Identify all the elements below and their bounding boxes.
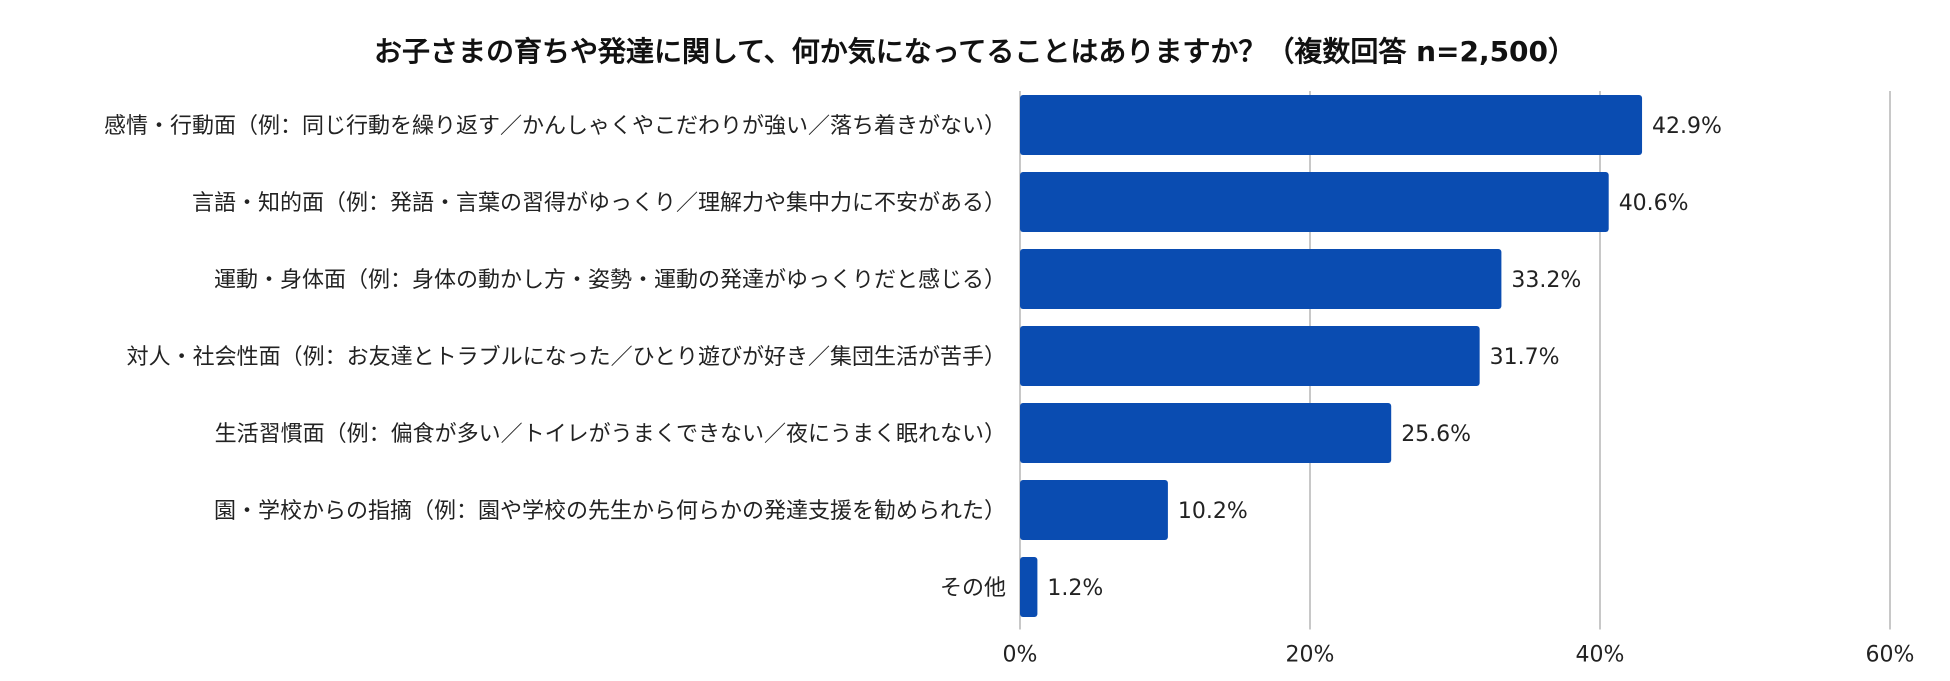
value-label: 25.6% [1401,422,1471,447]
bar [1020,172,1609,232]
value-label: 33.2% [1511,268,1581,293]
value-labels: 42.9% 40.6% 33.2% 31.7% 25.6% 10.2% 1.2% [1047,114,1722,601]
bar [1020,403,1392,463]
chart-title: お子さまの育ちや発達に関して、何か気になってることはありますか？（複数回答 n=… [373,35,1577,68]
bar [1020,326,1480,386]
x-tick-label: 40% [1576,643,1625,668]
category-label: 運動・身体面（例：身体の動かし方・姿勢・運動の発達がゆっくりだと感じる） [214,268,1006,293]
category-label: その他 [940,576,1006,601]
category-label: 言語・知的面（例：発語・言葉の習得がゆっくり／理解力や集中力に不安がある） [192,191,1006,216]
bar [1020,95,1643,155]
x-tick-label: 60% [1866,643,1915,668]
value-label: 1.2% [1047,576,1103,601]
category-label: 生活習慣面（例：偏食が多い／トイレがうまくできない／夜にうまく眠れない） [215,422,1006,447]
value-label: 10.2% [1178,499,1248,524]
category-label: 感情・行動面（例：同じ行動を繰り返す／かんしゃくやこだわりが強い／落ち着きがない… [104,114,1006,139]
value-label: 42.9% [1652,114,1722,139]
category-label: 対人・社会性面（例：お友達とトラブルになった／ひとり遊びが好き／集団生活が苦手） [127,345,1006,370]
value-label: 40.6% [1619,191,1689,216]
value-label: 31.7% [1490,345,1560,370]
x-tick-label: 0% [1003,643,1038,668]
bars [1020,95,1643,617]
bar [1020,480,1168,540]
bar [1020,557,1038,617]
category-label: 園・学校からの指摘（例：園や学校の先生から何らかの発達支援を勧められた） [214,499,1006,524]
x-axis-ticks: 0% 20% 40% 60% [1003,643,1915,668]
x-tick-label: 20% [1286,643,1335,668]
bar [1020,249,1502,309]
category-labels: 感情・行動面（例：同じ行動を繰り返す／かんしゃくやこだわりが強い／落ち着きがない… [104,114,1006,601]
